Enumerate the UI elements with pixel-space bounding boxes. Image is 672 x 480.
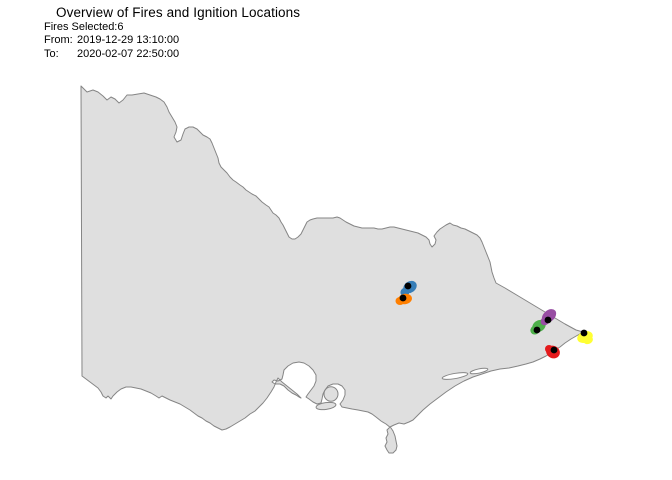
gippsland-lake (441, 372, 469, 380)
gippsland-lake (469, 367, 489, 375)
fire-orange (395, 293, 412, 305)
from-value: 2019-12-29 13:10:00 (77, 34, 180, 47)
phillip-island (315, 401, 337, 411)
to-value: 2020-02-07 22:50:00 (77, 47, 180, 60)
fires-selected-label: Fires Selected: (44, 21, 118, 33)
french-island (323, 386, 339, 402)
fire-purple (540, 309, 557, 326)
to-label: To: (44, 47, 59, 60)
ignition-point (580, 329, 588, 337)
fire-green (530, 319, 546, 335)
ignition-point (399, 294, 407, 302)
fires-layer (395, 280, 593, 359)
ignition-point (544, 316, 552, 324)
ignition-point (550, 346, 558, 354)
ignition-point (404, 282, 412, 290)
from-line: From: 2019-12-29 13:10:00 (44, 34, 179, 47)
ignition-point (533, 326, 541, 334)
from-label: From: (44, 34, 73, 47)
selection-summary: Fires Selected:6 From: 2019-12-29 13:10:0… (44, 21, 179, 61)
to-line: To: 2020-02-07 22:50:00 (44, 48, 179, 61)
fires-selected-value: 6 (117, 21, 124, 33)
fire-red (545, 345, 560, 359)
fire-yellow (577, 329, 593, 345)
fire-area (583, 335, 593, 345)
page-title: Overview of Fires and Ignition Locations (56, 5, 301, 20)
fires-selected-line: Fires Selected:6 (44, 21, 179, 34)
